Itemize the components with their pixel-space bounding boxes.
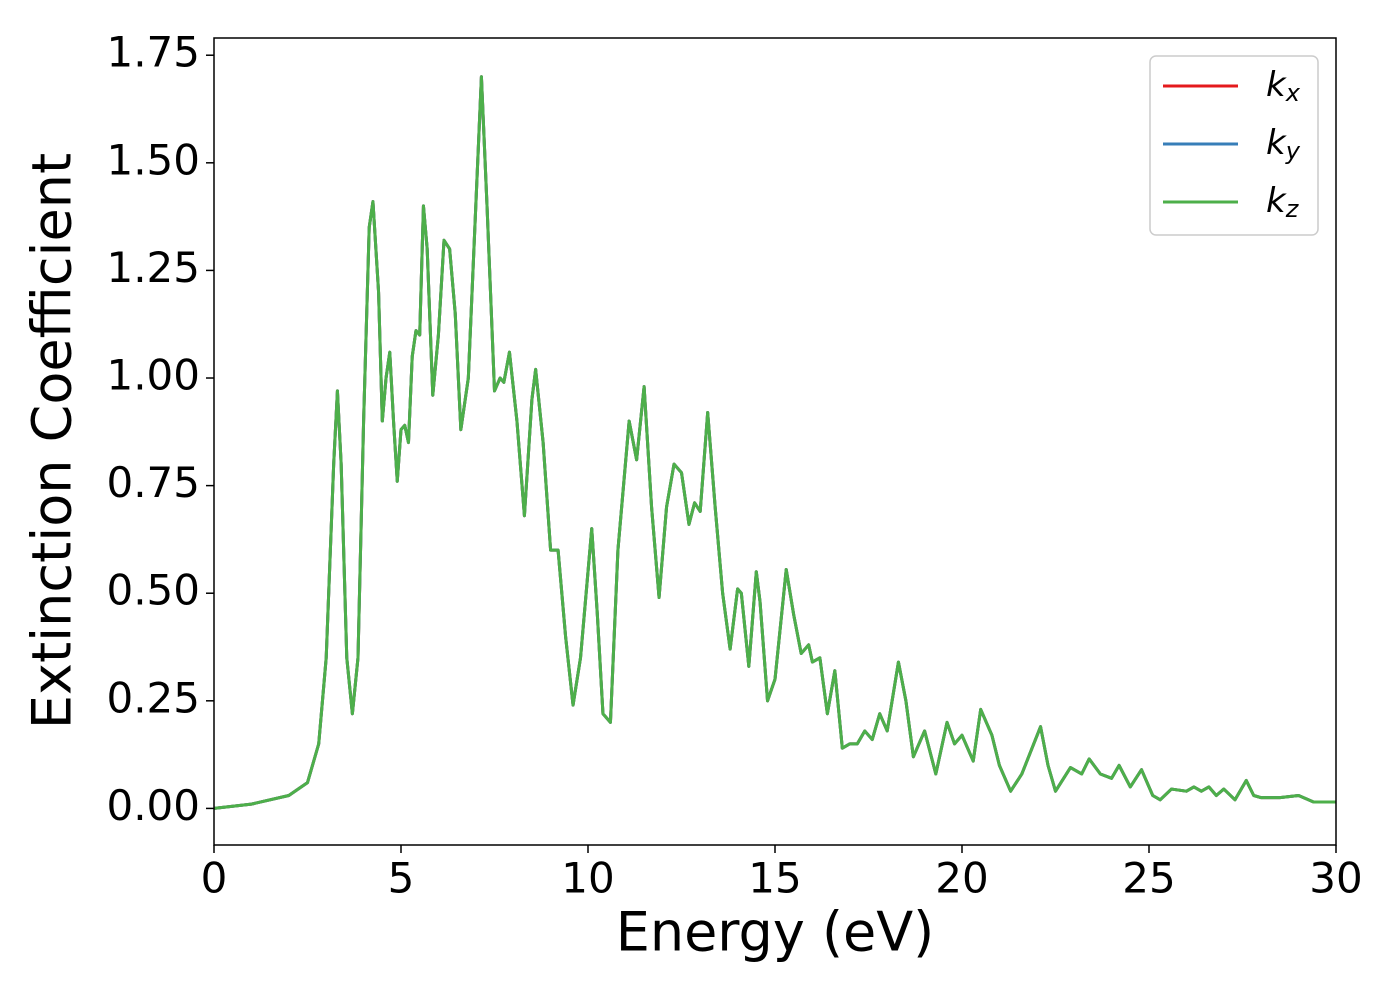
y-axis-label: Extinction Coefficient: [21, 153, 84, 729]
y-tick-label: 0.25: [106, 673, 200, 722]
x-tick-label: 25: [1122, 854, 1175, 903]
legend-label: ky: [1266, 123, 1301, 166]
y-tick-label: 0.00: [106, 781, 200, 830]
x-axis-label: Energy (eV): [616, 901, 935, 964]
legend-label: kz: [1266, 181, 1300, 224]
x-tick-label: 0: [201, 854, 228, 903]
data-line: [213, 75, 1336, 810]
y-tick-label: 1.00: [106, 351, 200, 400]
y-tick-label: 1.75: [106, 28, 200, 77]
legend-label: kx: [1266, 65, 1301, 108]
y-tick-label: 1.25: [106, 243, 200, 292]
x-tick-label: 30: [1309, 854, 1362, 903]
y-tick-label: 0.75: [106, 458, 200, 507]
x-tick-label: 5: [388, 854, 415, 903]
y-tick-label: 0.50: [106, 566, 200, 615]
x-tick-label: 20: [935, 854, 988, 903]
y-tick-label: 1.50: [106, 135, 200, 184]
x-tick-label: 15: [748, 854, 801, 903]
plot-frame: [213, 37, 1337, 846]
x-tick-label: 10: [561, 854, 614, 903]
